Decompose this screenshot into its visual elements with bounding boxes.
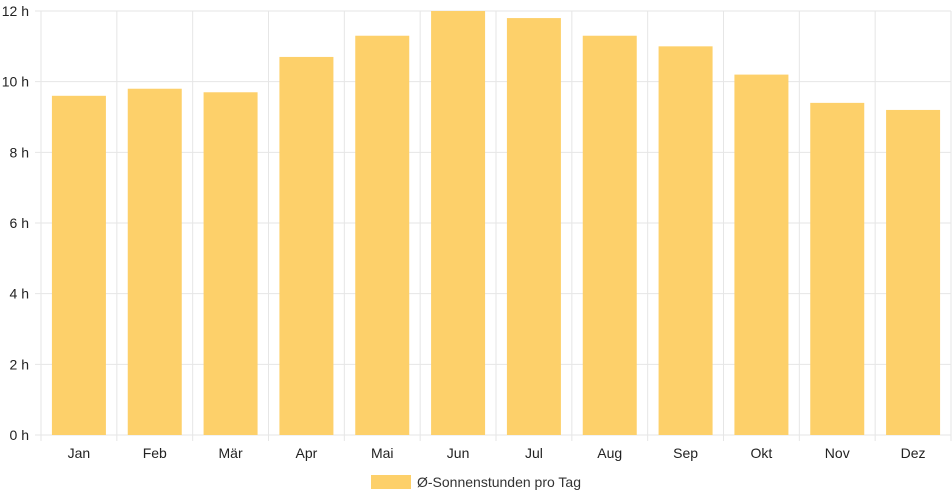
- sunshine-bar-chart: 0 h2 h4 h6 h8 h10 h12 h Jan Feb Mär Apr Mai J…: [2, 3, 952, 461]
- x-tick-label: Mai: [371, 445, 394, 461]
- bar-Jul[interactable]: [506, 18, 561, 436]
- y-axis-tick-labels: 0 h 2 h 4 h 6 h 8 h 10 h 12 h: [2, 3, 29, 443]
- legend-swatch: [371, 475, 411, 489]
- x-tick-label: Mär: [219, 445, 243, 461]
- y-tick-label: 0 h: [10, 427, 29, 443]
- x-tick-label: Aug: [597, 445, 622, 461]
- bars-group: [51, 11, 941, 436]
- x-axis-tick-labels: Jan Feb Mär Apr Mai Jun Jul Aug Sep Okt Nov Dez: [68, 445, 926, 461]
- x-tick-label: Jan: [68, 445, 91, 461]
- bar-Jun[interactable]: [431, 11, 486, 435]
- bar-Dez[interactable]: [886, 109, 941, 435]
- bar-Okt[interactable]: [734, 74, 789, 435]
- legend[interactable]: Ø-Sonnenstunden pro Tag: [0, 470, 952, 494]
- bar-Nov[interactable]: [810, 102, 865, 435]
- legend-label: Ø-Sonnenstunden pro Tag: [417, 474, 581, 490]
- x-tick-label: Dez: [901, 445, 926, 461]
- x-tick-label: Apr: [296, 445, 318, 461]
- y-tick-label: 12 h: [2, 3, 29, 19]
- x-tick-label: Feb: [143, 445, 167, 461]
- x-tick-label: Sep: [673, 445, 698, 461]
- y-tick-label: 6 h: [10, 215, 29, 231]
- bar-Mär[interactable]: [203, 92, 258, 436]
- bar-Aug[interactable]: [582, 35, 637, 435]
- x-tick-label: Nov: [825, 445, 850, 461]
- y-tick-label: 2 h: [10, 356, 29, 372]
- y-tick-label: 8 h: [10, 144, 29, 160]
- grid-lines: [35, 10, 952, 441]
- bar-Apr[interactable]: [279, 56, 334, 435]
- bar-Sep[interactable]: [658, 46, 713, 435]
- bar-Feb[interactable]: [127, 88, 182, 435]
- y-tick-label: 4 h: [10, 286, 29, 302]
- bar-Jan[interactable]: [51, 95, 106, 436]
- x-tick-label: Jun: [447, 445, 470, 461]
- bar-Mai[interactable]: [355, 35, 410, 435]
- x-tick-label: Jul: [525, 445, 543, 461]
- x-tick-label: Okt: [751, 445, 773, 461]
- y-tick-label: 10 h: [2, 74, 29, 90]
